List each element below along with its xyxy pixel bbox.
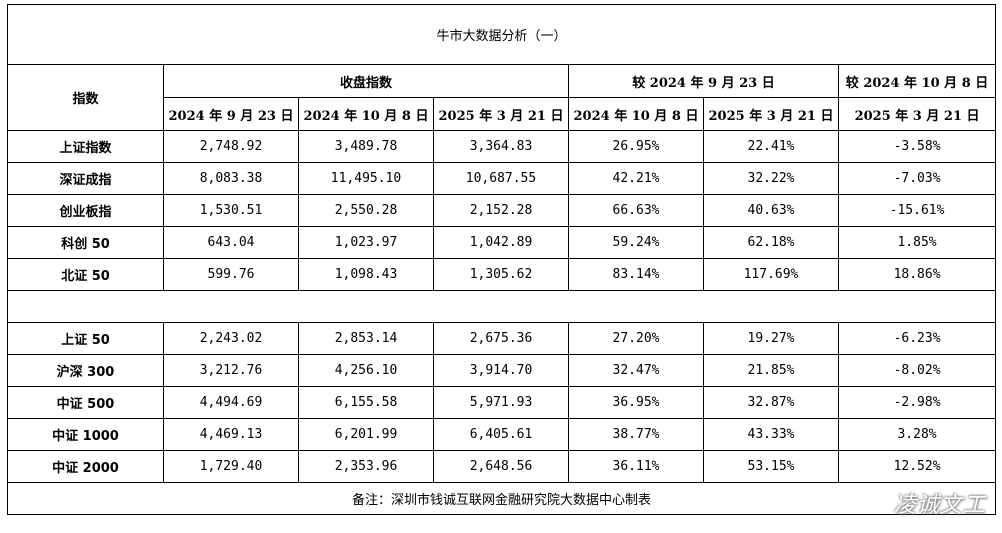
table-row: 上证 50 2,243.02 2,853.14 2,675.36 27.20% … (7, 322, 997, 355)
close-value: 4,494.69 (163, 386, 299, 419)
change-percent: 43.33% (703, 418, 839, 451)
change-percent: -3.58% (837, 130, 997, 163)
close-value: 3,364.83 (433, 130, 569, 163)
close-value: 1,305.62 (433, 258, 569, 291)
close-value: 2,353.96 (298, 450, 434, 483)
change-percent: -7.03% (837, 162, 997, 195)
change-since-oct8-group-header: 较 2024 年 10 月 8 日 (837, 64, 997, 98)
close-value: 643.04 (163, 226, 299, 259)
table-row: 科创 50 643.04 1,023.97 1,042.89 59.24% 62… (7, 226, 997, 259)
change-percent: 42.21% (568, 162, 704, 195)
close-value: 6,155.58 (298, 386, 434, 419)
close-index-group-header: 收盘指数 (163, 64, 569, 98)
close-value: 2,748.92 (163, 130, 299, 163)
change-percent: 36.11% (568, 450, 704, 483)
change-percent: 19.27% (703, 322, 839, 355)
change-percent: 27.20% (568, 322, 704, 355)
index-name: 北证 50 (7, 258, 164, 291)
index-name: 创业板指 (7, 194, 164, 227)
close-value: 2,243.02 (163, 322, 299, 355)
close-value: 1,098.43 (298, 258, 434, 291)
close-value: 10,687.55 (433, 162, 569, 195)
change-percent: 32.87% (703, 386, 839, 419)
index-name: 沪深 300 (7, 354, 164, 387)
change-percent: -15.61% (837, 194, 997, 227)
close-value: 1,530.51 (163, 194, 299, 227)
close-value: 1,729.40 (163, 450, 299, 483)
col-header-change-oct8-2024: 2024 年 10 月 8 日 (568, 97, 704, 131)
col-header-close-oct8-2024: 2024 年 10 月 8 日 (298, 97, 434, 131)
index-column-header: 指数 (7, 64, 164, 131)
table-row: 中证 1000 4,469.13 6,201.99 6,405.61 38.77… (7, 418, 997, 451)
index-name: 上证 50 (7, 322, 164, 355)
section-separator-row (6, 290, 997, 323)
change-percent: 22.41% (703, 130, 839, 163)
close-value: 4,256.10 (298, 354, 434, 387)
change-percent: 1.85% (837, 226, 997, 259)
change-percent: -2.98% (837, 386, 997, 419)
table-row: 中证 2000 1,729.40 2,353.96 2,648.56 36.11… (7, 450, 997, 483)
close-value: 1,042.89 (433, 226, 569, 259)
change-percent: 36.95% (568, 386, 704, 419)
bull-market-table: 牛市大数据分析（一） 指数 收盘指数 较 2024 年 9 月 23 日 较 2… (6, 4, 997, 515)
change-percent: 59.24% (568, 226, 704, 259)
change-percent: 83.14% (568, 258, 704, 291)
close-value: 5,971.93 (433, 386, 569, 419)
col-header-change2-mar21-2025: 2025 年 3 月 21 日 (837, 97, 997, 131)
change-percent: 21.85% (703, 354, 839, 387)
change-percent: 26.95% (568, 130, 704, 163)
index-name: 中证 2000 (7, 450, 164, 483)
change-percent: 12.52% (837, 450, 997, 483)
change-percent: 32.22% (703, 162, 839, 195)
close-value: 3,489.78 (298, 130, 434, 163)
index-name: 深证成指 (7, 162, 164, 195)
table-row: 中证 500 4,494.69 6,155.58 5,971.93 36.95%… (7, 386, 997, 419)
table-row: 深证成指 8,083.38 11,495.10 10,687.55 42.21%… (7, 162, 997, 195)
change-percent: 32.47% (568, 354, 704, 387)
table-row: 沪深 300 3,212.76 4,256.10 3,914.70 32.47%… (7, 354, 997, 387)
index-name: 中证 1000 (7, 418, 164, 451)
change-since-sep23-group-header: 较 2024 年 9 月 23 日 (568, 64, 839, 98)
change-percent: 117.69% (703, 258, 839, 291)
change-percent: -8.02% (837, 354, 997, 387)
table-row: 上证指数 2,748.92 3,489.78 3,364.83 26.95% 2… (7, 130, 997, 163)
close-value: 11,495.10 (298, 162, 434, 195)
index-name: 上证指数 (7, 130, 164, 163)
change-percent: 66.63% (568, 194, 704, 227)
close-value: 1,023.97 (298, 226, 434, 259)
change-percent: 3.28% (837, 418, 997, 451)
close-value: 4,469.13 (163, 418, 299, 451)
close-value: 599.76 (163, 258, 299, 291)
col-header-change-mar21-2025: 2025 年 3 月 21 日 (703, 97, 839, 131)
close-value: 6,201.99 (298, 418, 434, 451)
table-row: 创业板指 1,530.51 2,550.28 2,152.28 66.63% 4… (7, 194, 997, 227)
close-value: 2,550.28 (298, 194, 434, 227)
change-percent: 38.77% (568, 418, 704, 451)
close-value: 6,405.61 (433, 418, 569, 451)
col-header-close-mar21-2025: 2025 年 3 月 21 日 (433, 97, 569, 131)
index-name: 科创 50 (7, 226, 164, 259)
change-percent: 18.86% (837, 258, 997, 291)
footnote: 备注：深圳市钱诚互联网金融研究院大数据中心制表 (6, 482, 997, 515)
change-percent: -6.23% (837, 322, 997, 355)
col-header-close-sep23-2024: 2024 年 9 月 23 日 (163, 97, 299, 131)
close-value: 3,212.76 (163, 354, 299, 387)
close-value: 3,914.70 (433, 354, 569, 387)
table-row: 北证 50 599.76 1,098.43 1,305.62 83.14% 11… (7, 258, 997, 291)
change-percent: 53.15% (703, 450, 839, 483)
close-value: 2,648.56 (433, 450, 569, 483)
watermark: 凌诚文工 (893, 493, 986, 518)
change-percent: 40.63% (703, 194, 839, 227)
close-value: 2,675.36 (433, 322, 569, 355)
change-percent: 62.18% (703, 226, 839, 259)
page-title: 牛市大数据分析（一） (6, 4, 997, 65)
close-value: 2,853.14 (298, 322, 434, 355)
close-value: 2,152.28 (433, 194, 569, 227)
index-name: 中证 500 (7, 386, 164, 419)
close-value: 8,083.38 (163, 162, 299, 195)
